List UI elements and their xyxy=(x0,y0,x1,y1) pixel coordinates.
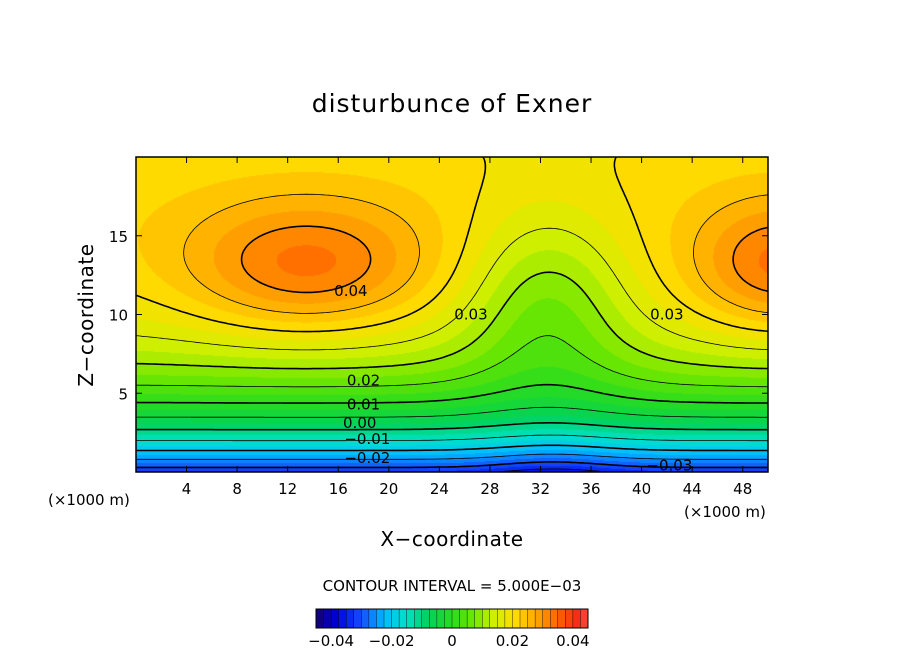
x-tick-label: 48 xyxy=(733,480,752,498)
colorbar-swatch xyxy=(572,608,581,629)
contour-line xyxy=(136,335,768,388)
colorbar-tick-label: −0.02 xyxy=(369,632,415,650)
colorbar-swatch xyxy=(444,608,453,629)
x-tick-label: 24 xyxy=(430,480,449,498)
colorbar-swatch xyxy=(376,608,385,629)
y-tick-label: 10 xyxy=(109,307,128,325)
colorbar-swatch xyxy=(565,608,574,629)
colorbar-swatch xyxy=(429,608,438,629)
colorbar-swatch xyxy=(330,608,340,629)
colorbar-swatch xyxy=(550,608,559,629)
colorbar-swatch xyxy=(346,608,355,629)
contour-lines xyxy=(136,157,768,472)
contour-interval-note: CONTOUR INTERVAL = 5.000E−03 xyxy=(323,577,582,595)
contour-labels: 0.04 0.03 0.03 0.02 0.010.00−0.01−0.02 −0.03 xyxy=(334,282,692,475)
contour-line xyxy=(183,193,768,314)
colorbar-swatch xyxy=(466,608,476,629)
x-tick-label: 4 xyxy=(182,480,192,498)
colorbar-swatch xyxy=(580,608,589,629)
contour-label: 0.01 xyxy=(347,395,380,413)
colorbar-swatch xyxy=(323,608,332,629)
contour-line xyxy=(136,444,768,452)
contour-line xyxy=(136,461,768,469)
colorbar-swatch xyxy=(353,608,362,629)
colorbar-swatch xyxy=(406,608,415,629)
x-tick-label: 40 xyxy=(632,480,651,498)
contour-line xyxy=(240,225,768,294)
contour-label: 0.00 xyxy=(343,414,376,432)
colorbar-tick-label: −0.04 xyxy=(308,632,354,650)
contour-line xyxy=(136,422,768,431)
colorbar-swatch xyxy=(391,608,400,629)
contour-plot-area: 0.04 0.03 0.03 0.02 0.010.00−0.01−0.02 −0.03 xyxy=(136,157,768,475)
colorbar-swatch xyxy=(414,608,423,629)
y-axis: 5 10 15 xyxy=(109,228,768,403)
x-unit-label-right: (×1000 m) xyxy=(684,503,766,521)
colorbar-swatch xyxy=(482,608,491,629)
y-tick-label: 5 xyxy=(118,385,128,403)
contour-line xyxy=(136,383,768,404)
colorbar-swatch xyxy=(421,608,430,629)
x-tick-label: 12 xyxy=(278,480,297,498)
x-axis: 4 8 12 16 20 24 28 32 36 40 44 48 xyxy=(182,157,752,498)
colorbar-tick-label: 0.02 xyxy=(496,632,529,650)
x-tick-label: 32 xyxy=(531,480,550,498)
contour-line xyxy=(136,453,768,460)
colorbar-swatch xyxy=(557,608,566,629)
x-tick-label: 16 xyxy=(329,480,348,498)
colorbar-tick-labels: −0.04 −0.02 0 0.02 0.04 xyxy=(308,632,589,650)
contour-label: −0.01 xyxy=(344,430,390,448)
colorbar-swatch xyxy=(459,608,468,629)
x-tick-label: 20 xyxy=(379,480,398,498)
colorbar-tick-label: 0 xyxy=(447,632,457,650)
colorbar-swatch xyxy=(398,608,408,629)
colorbar-swatch xyxy=(489,608,498,629)
colorbar-swatch xyxy=(497,608,506,629)
colorbar-swatch xyxy=(527,608,536,629)
x-axis-title: X−coordinate xyxy=(380,527,523,551)
filled-contour-field xyxy=(136,157,768,472)
colorbar-swatch xyxy=(451,608,461,629)
contour-line xyxy=(136,227,768,351)
contour-label: 0.03 xyxy=(650,306,683,324)
x-unit-label-left: (×1000 m) xyxy=(48,491,130,509)
contour-label: −0.03 xyxy=(646,457,692,475)
colorbar-swatch xyxy=(504,608,513,629)
colorbar xyxy=(315,608,589,629)
x-tick-label: 44 xyxy=(683,480,702,498)
contour-label: 0.02 xyxy=(347,372,380,390)
colorbar-swatch xyxy=(474,608,483,629)
x-tick-label: 36 xyxy=(581,480,600,498)
colorbar-frame xyxy=(315,608,589,629)
colorbar-swatch xyxy=(361,608,370,629)
colorbar-swatch xyxy=(534,608,544,629)
contour-label: −0.02 xyxy=(344,449,390,467)
y-tick-label: 15 xyxy=(109,228,128,246)
contour-label: 0.03 xyxy=(454,306,487,324)
colorbar-swatch xyxy=(436,608,445,629)
colorbar-swatch xyxy=(383,608,393,629)
contour-line xyxy=(136,434,768,442)
colorbar-swatch xyxy=(512,608,521,629)
contour-line xyxy=(136,271,768,370)
colorbar-swatch xyxy=(368,608,377,629)
colorbar-swatch xyxy=(338,608,347,629)
colorbar-swatch xyxy=(315,608,325,629)
x-tick-label: 8 xyxy=(232,480,242,498)
colorbar-swatch xyxy=(519,608,529,629)
contour-line xyxy=(136,157,768,333)
contour-label: 0.04 xyxy=(334,282,367,300)
x-tick-label: 28 xyxy=(480,480,499,498)
colorbar-tick-label: 0.04 xyxy=(556,632,589,650)
colorbar-swatch xyxy=(542,608,551,629)
y-axis-title: Z−coordinate xyxy=(74,243,98,386)
chart-title: disturbunce of Exner xyxy=(312,89,593,118)
contour-line xyxy=(136,406,768,418)
